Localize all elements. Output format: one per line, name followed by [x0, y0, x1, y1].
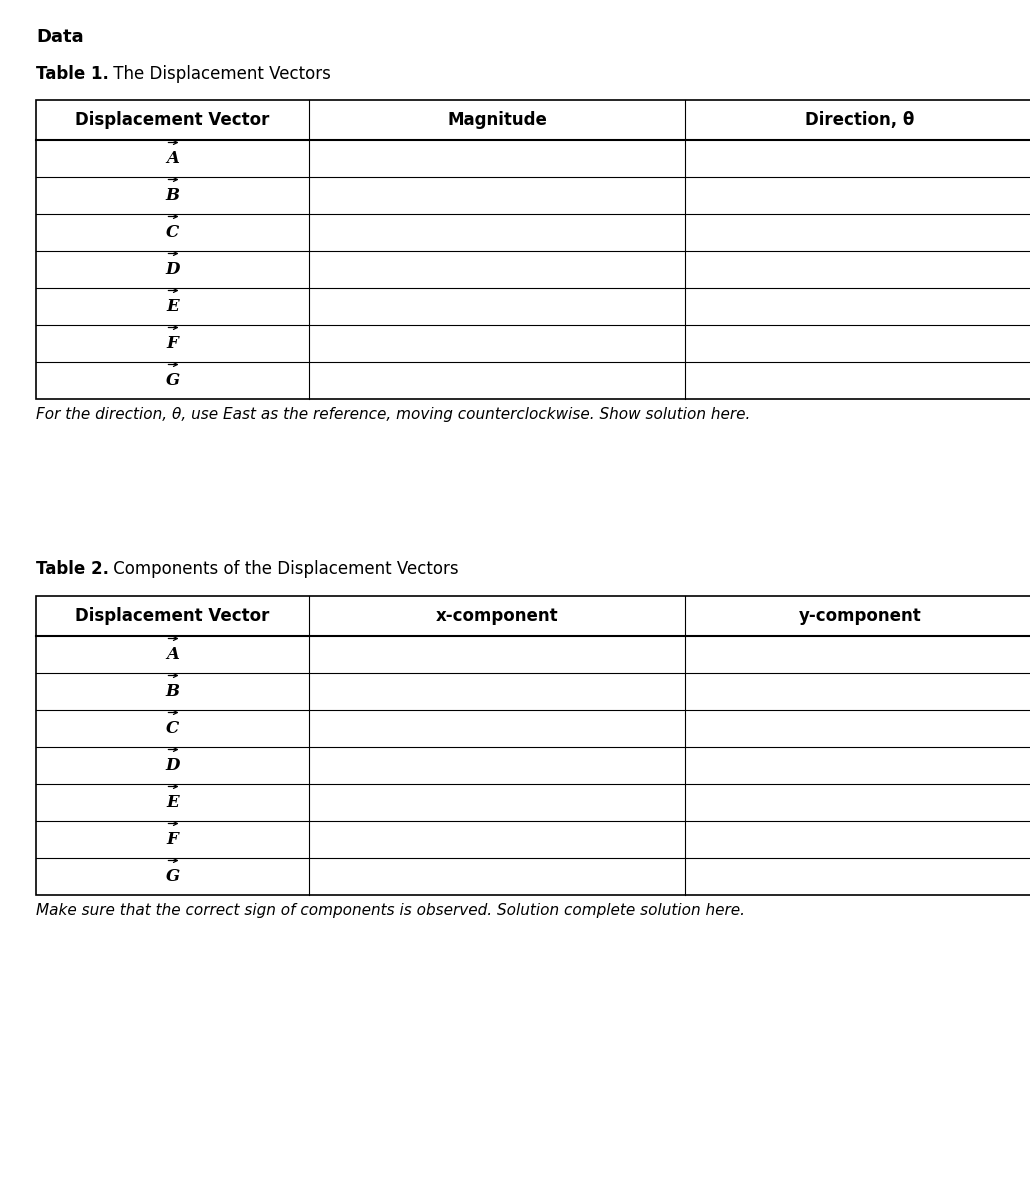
Text: C: C	[166, 720, 179, 737]
Text: A: A	[166, 150, 179, 167]
Text: For the direction, θ, use East as the reference, moving counterclockwise. Show s: For the direction, θ, use East as the re…	[36, 407, 751, 422]
Text: Table 2.: Table 2.	[36, 560, 109, 578]
Text: B: B	[166, 683, 179, 700]
Text: E: E	[166, 794, 179, 811]
Text: F: F	[167, 335, 178, 352]
Text: E: E	[166, 298, 179, 314]
Text: Displacement Vector: Displacement Vector	[75, 110, 270, 128]
Text: Components of the Displacement Vectors: Components of the Displacement Vectors	[108, 560, 458, 578]
Text: G: G	[166, 372, 179, 389]
Text: D: D	[166, 260, 179, 278]
Text: The Displacement Vectors: The Displacement Vectors	[108, 65, 331, 83]
Text: Make sure that the correct sign of components is observed. Solution complete sol: Make sure that the correct sign of compo…	[36, 902, 745, 918]
Bar	[36, 596, 1030, 895]
Text: Table 1.: Table 1.	[36, 65, 109, 83]
Text: Data: Data	[36, 28, 83, 46]
Text: Displacement Vector: Displacement Vector	[75, 607, 270, 625]
Text: y-component: y-component	[798, 607, 922, 625]
Text: D: D	[166, 757, 179, 774]
Text: C: C	[166, 224, 179, 241]
Text: F: F	[167, 830, 178, 848]
Text: x-component: x-component	[436, 607, 558, 625]
Bar	[36, 100, 1030, 398]
Text: Direction, θ: Direction, θ	[805, 110, 915, 128]
Text: A: A	[166, 646, 179, 662]
Text: Magnitude: Magnitude	[447, 110, 547, 128]
Text: B: B	[166, 187, 179, 204]
Text: G: G	[166, 868, 179, 886]
